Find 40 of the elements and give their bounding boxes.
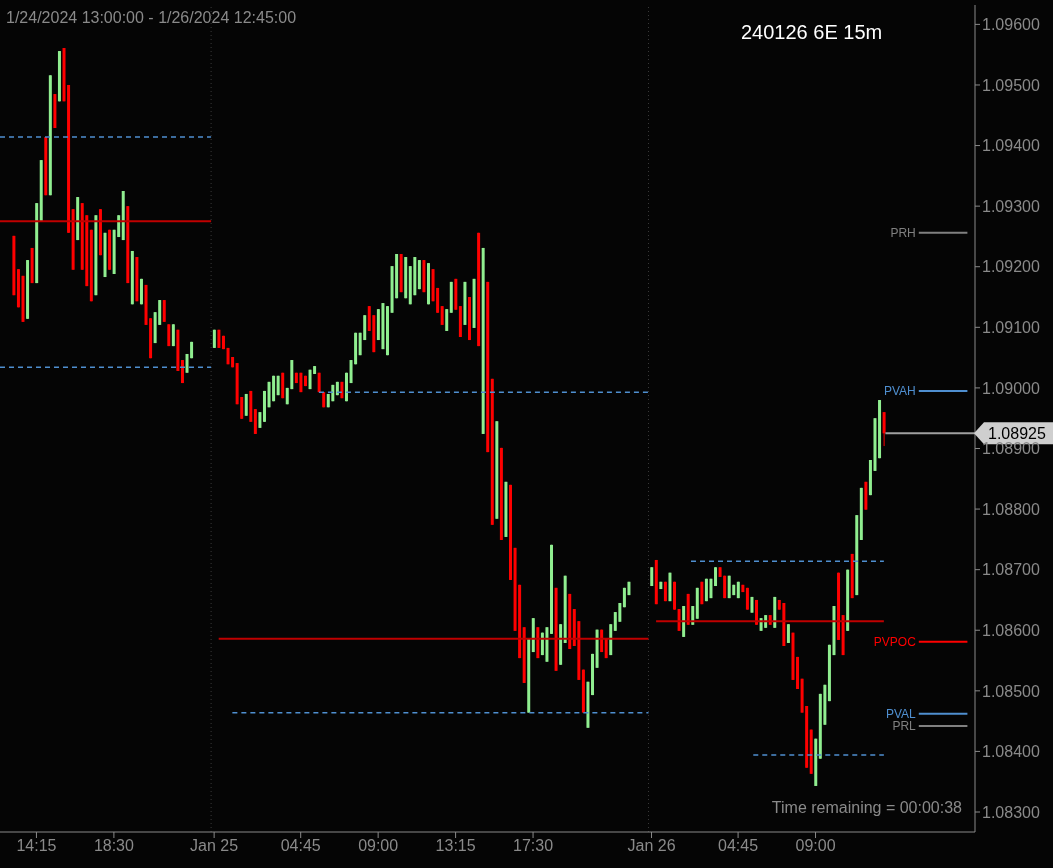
y-tick-label: 1.09500 — [982, 76, 1040, 94]
text: 240126 6E 15m — [741, 21, 883, 44]
x-tick-label: 09:00 — [358, 837, 399, 855]
y-tick-label: 1.08900 — [982, 440, 1040, 458]
candlestick — [162, 299, 166, 323]
annotation: 1.08925 — [988, 424, 1046, 442]
y-tick-label: 1.09200 — [982, 258, 1040, 276]
y-tick-label: 1.09300 — [982, 197, 1040, 215]
y-tick-label: 1.09100 — [982, 319, 1040, 336]
x-tick-label: 18:30 — [93, 837, 135, 855]
x-tick-label: 14:15 — [16, 837, 57, 855]
x-tick-label: 04:45 — [280, 837, 321, 855]
candlestick — [445, 308, 449, 332]
y-tick-label: 1.08700 — [982, 561, 1040, 579]
x-tick-label: 04:45 — [718, 837, 759, 855]
candlestick — [786, 623, 790, 644]
x-tick-label: 13:15 — [435, 837, 476, 855]
series-label: PVPOC — [873, 634, 917, 649]
x-tick-label: 17:30 — [513, 837, 554, 855]
y-tick-label: 1.09400 — [982, 137, 1040, 155]
x-tick-label: Jan 26 — [627, 837, 676, 855]
candlestick — [440, 305, 444, 326]
y-tick-label: 1.08400 — [982, 743, 1040, 761]
series-label: PVAL — [886, 706, 917, 721]
series-label: PRH — [890, 225, 916, 240]
series-label: PRL — [892, 718, 917, 733]
y-tick-label: 1.09000 — [982, 379, 1040, 397]
y-tick-label: 1.08500 — [982, 682, 1040, 700]
x-tick-label: 09:00 — [795, 837, 836, 855]
y-tick-label: 1.08600 — [982, 621, 1040, 639]
candlestick — [677, 608, 681, 632]
candlestick — [882, 411, 886, 447]
y-tick-label: 1.08800 — [982, 500, 1040, 518]
y-tick-label: 1.08300 — [982, 803, 1040, 821]
candlestick — [691, 605, 695, 626]
y-tick-label: 1.09600 — [982, 16, 1040, 34]
x-tick-label: Jan 25 — [190, 837, 239, 855]
annotation: Time remaining = 00:00:38 — [771, 799, 962, 817]
series-label: PVAH — [884, 383, 916, 398]
chart-subtitle: 1/24/2024 13:00:00 - 1/26/2024 12:45:00 — [6, 9, 297, 27]
